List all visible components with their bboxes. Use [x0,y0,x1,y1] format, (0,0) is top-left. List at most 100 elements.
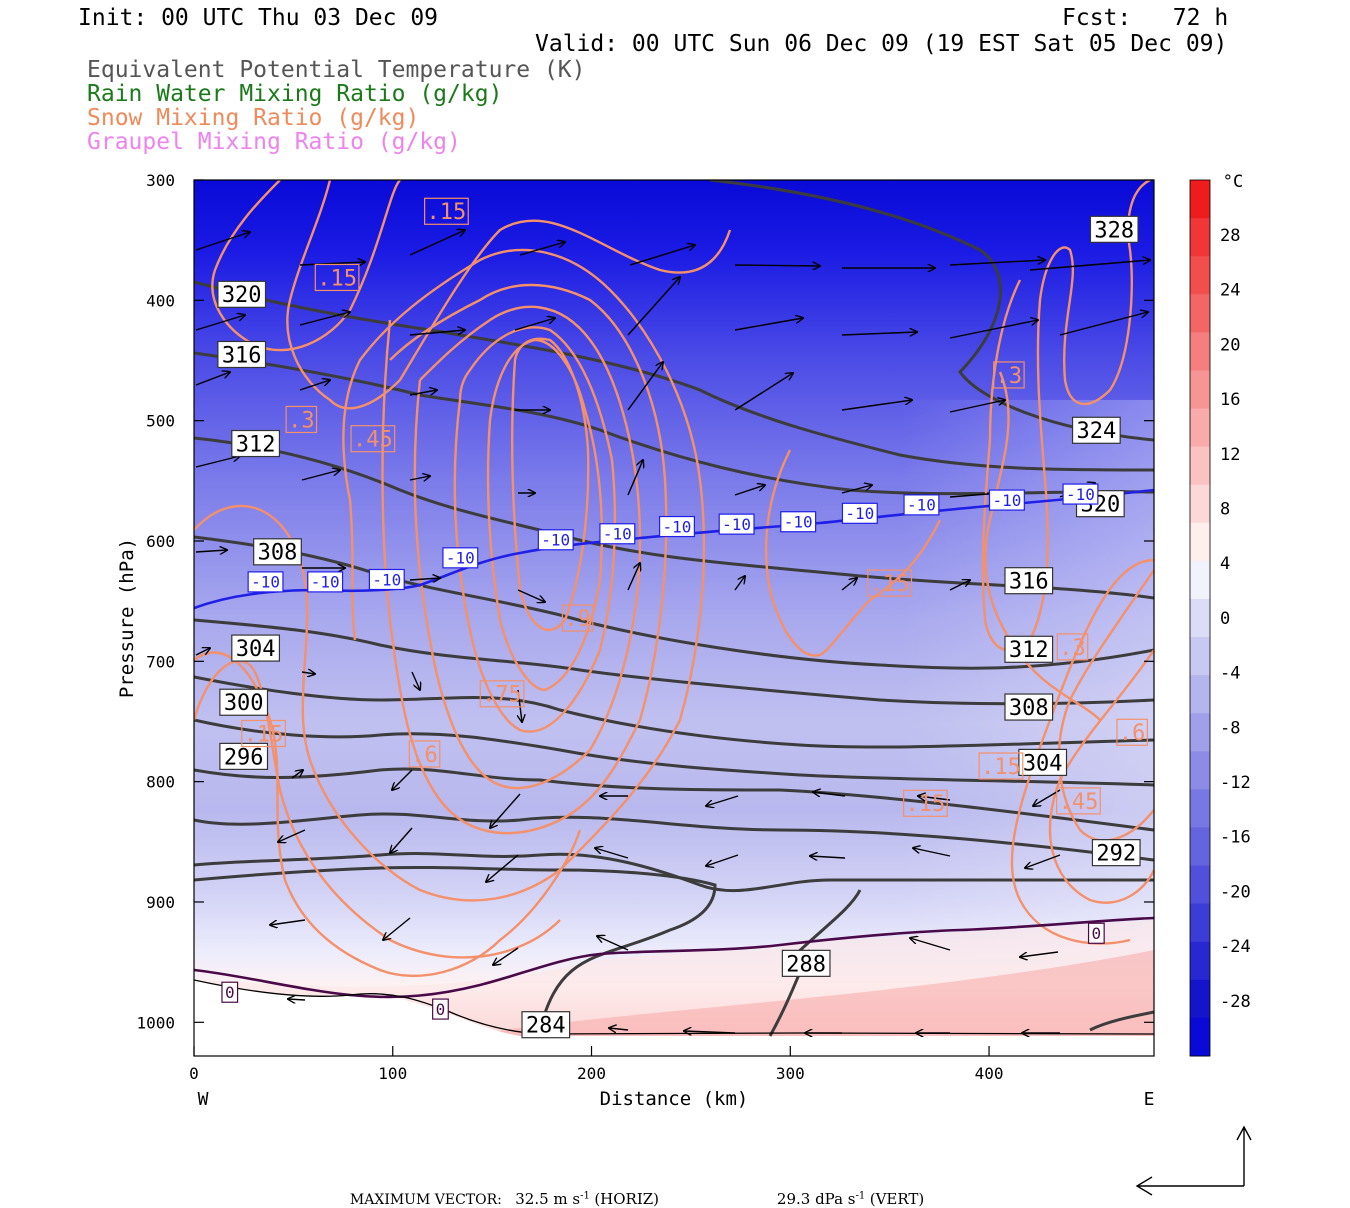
y-tick-label: 800 [146,773,175,792]
theta-e-label-box [521,1011,571,1039]
colorbar-tick-label: 24 [1220,281,1240,301]
theta-e-label-box [217,280,267,308]
snow-labels: .15 .15 .3 .45 .9 .75 .6 .15 .3 .15 .3 .6 .15 .15 .45 [241,197,1148,817]
colorbar-tick-label: -24 [1220,937,1251,957]
snow-label: .45 [1059,790,1099,815]
colorbar-tick-label: -28 [1220,992,1251,1012]
temperature-label: -10 [992,491,1021,510]
y-tick-label: 400 [146,291,175,310]
temperature-label: -10 [603,525,632,544]
snow-label-box [241,719,286,748]
snow-label: .15 [870,572,910,597]
colorbar-swatch [1190,256,1210,295]
temperature-label-box [718,513,755,535]
horiz-unit: (HORIZ) [594,1190,660,1208]
colorbar-swatch [1190,484,1210,524]
snow-label: .75 [482,683,522,708]
snow-label-box [350,425,396,453]
colorbar-swatch [1190,979,1210,1019]
snow-label-box [1056,787,1101,815]
temperature-fill [194,180,1154,1056]
snow-label-box [978,752,1024,780]
theta-e-label-box [217,340,267,369]
temperature-label-box [1087,922,1105,944]
temperature-label: 0 [1092,924,1102,943]
theta-e-label: 320 [222,283,262,308]
colorbar-swatch [1190,941,1210,981]
temperature-label-box [307,571,344,593]
colorbar-swatch [1190,827,1210,867]
temperature-label: 0 [436,1000,446,1019]
y-tick-label: 500 [146,412,175,431]
colorbar-tick-label: 16 [1220,390,1240,410]
colorbar-swatch [1190,637,1210,676]
colorbar-tick-label: -4 [1220,664,1240,684]
theta-e-label-box [219,688,269,716]
init-time: Init: 00 UTC Thu 03 Dec 09 [78,5,439,31]
theta-e-label: 304 [1023,751,1063,776]
temperature-label-box [221,981,239,1003]
max-vector-label: MAXIMUM VECTOR: [349,1192,502,1208]
snow-label: .15 [317,266,357,291]
y-tick-label: 900 [146,893,175,912]
temperature-label: -10 [446,549,475,568]
snow-label: .6 [411,743,438,768]
temperature-label-box [1062,483,1099,505]
plot-frame [193,179,1155,1057]
temperature-labels: -10 -10 -10 -10 -10 -10 -10 -10 -10 -10 -10 -10 -10 0… [221,483,1105,1020]
colorbar-swatch [1190,789,1210,828]
temperature-label-box [599,523,636,545]
snow-label-box [1056,633,1089,661]
colorbar-tick-label: -20 [1220,882,1251,902]
snow-label-box [285,405,318,434]
vert-max-value: 29.3 dPa s [776,1190,856,1208]
temperature-label-box [537,529,574,551]
colorbar-swatch [1190,180,1210,219]
temperature-label-box [658,515,695,538]
colorbar-swatch [1190,560,1210,600]
snow-label: .3 [288,408,315,433]
colorbar-unit: °C [1223,172,1243,192]
legend-snow: Snow Mixing Ratio (g/kg) [87,105,420,131]
x-tick-label: 200 [577,1064,606,1083]
colorbar-swatch [1190,446,1210,486]
x-axis-label: Distance (km) [600,1088,749,1110]
theta-e-label-box [219,742,269,770]
valid-time: Valid: 00 UTC Sun 06 Dec 09 (19 EST Sat … [535,31,1228,57]
x-tick-label: 0 [189,1064,199,1083]
temperature-label-box [841,502,878,524]
theta-e-label-box [253,538,302,566]
temperature-label: -10 [251,573,280,592]
y-tick-label: 300 [146,171,175,190]
theta-e-label-box [231,429,281,458]
theta-e-label: 328 [1094,218,1134,243]
y-tick-label: 1000 [136,1013,175,1032]
horiz-max-value: 32.5 m s [515,1190,581,1208]
colorbar-swatch [1190,598,1210,638]
theta-e-label: 308 [1009,696,1049,721]
theta-e-label: 324 [1076,419,1116,444]
reference-vector [1135,1125,1252,1196]
temperature-label: -10 [372,570,401,589]
theta-e-label: 288 [786,952,826,977]
temperature-label-box [903,494,940,516]
colorbar-tick-label: -16 [1220,828,1251,848]
snow-label-box [479,680,525,708]
temperature-label: -10 [541,531,570,550]
snow-label: .15 [244,722,284,747]
snow-label-box [561,604,594,632]
colorbar-swatch [1190,903,1210,943]
colorbar: 28 24 20 16 12 8 4 0 -4 -8 -12 -16 -20 -24 -28 [1189,179,1251,1057]
colorbar-swatch [1190,713,1210,752]
colorbar-tick-label: 12 [1220,445,1240,465]
snow-label-box [993,361,1025,389]
snow-label: .3 [1059,636,1086,661]
snow-label-box [1116,718,1148,746]
vert-exponent: -1 [855,1190,866,1202]
theta-e-label: 312 [1009,638,1049,663]
colorbar-tick-label: 20 [1220,335,1240,355]
colorbar-swatch [1190,408,1210,448]
horiz-exponent: -1 [580,1190,590,1202]
snow-label: .6 [1119,721,1146,746]
